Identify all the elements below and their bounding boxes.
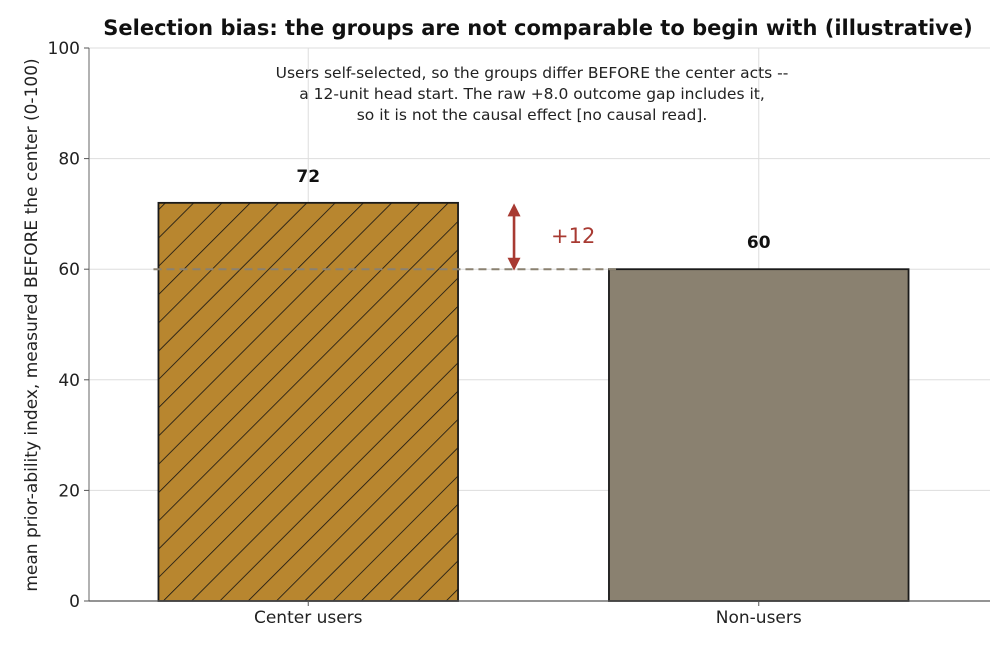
x-tick-label-0: Center users: [254, 608, 363, 628]
data-labels: 72 60: [296, 167, 770, 253]
gap-annotation: +12: [153, 203, 617, 271]
annotation-line-3: so it is not the causal effect [no causa…: [357, 106, 708, 124]
bar-1: [608, 269, 909, 601]
annotation-line-1: Users self-selected, so the groups diffe…: [276, 64, 789, 82]
y-tick-label-60: 60: [58, 260, 80, 280]
x-ticks: Center users Non-users: [254, 601, 802, 628]
bar-hatch-0: [158, 202, 459, 601]
annotation-line-2: a 12-unit head start. The raw +8.0 outco…: [299, 85, 765, 103]
y-tick-label-100: 100: [48, 39, 80, 59]
data-label-0: 72: [296, 167, 320, 187]
bars: [157, 201, 910, 602]
y-axis-label: mean prior-ability index, measured BEFOR…: [22, 58, 42, 591]
gap-label: +12: [551, 224, 595, 248]
y-tick-label-0: 0: [69, 592, 80, 612]
chart-title: Selection bias: the groups are not compa…: [103, 16, 972, 40]
y-tick-label-40: 40: [58, 371, 80, 391]
y-ticks: 0 20 40 60 80 100: [48, 39, 89, 612]
y-tick-label-80: 80: [58, 150, 80, 170]
axes: [88, 48, 990, 602]
data-label-1: 60: [747, 233, 771, 253]
y-tick-label-20: 20: [58, 481, 80, 501]
x-tick-label-1: Non-users: [716, 608, 802, 628]
